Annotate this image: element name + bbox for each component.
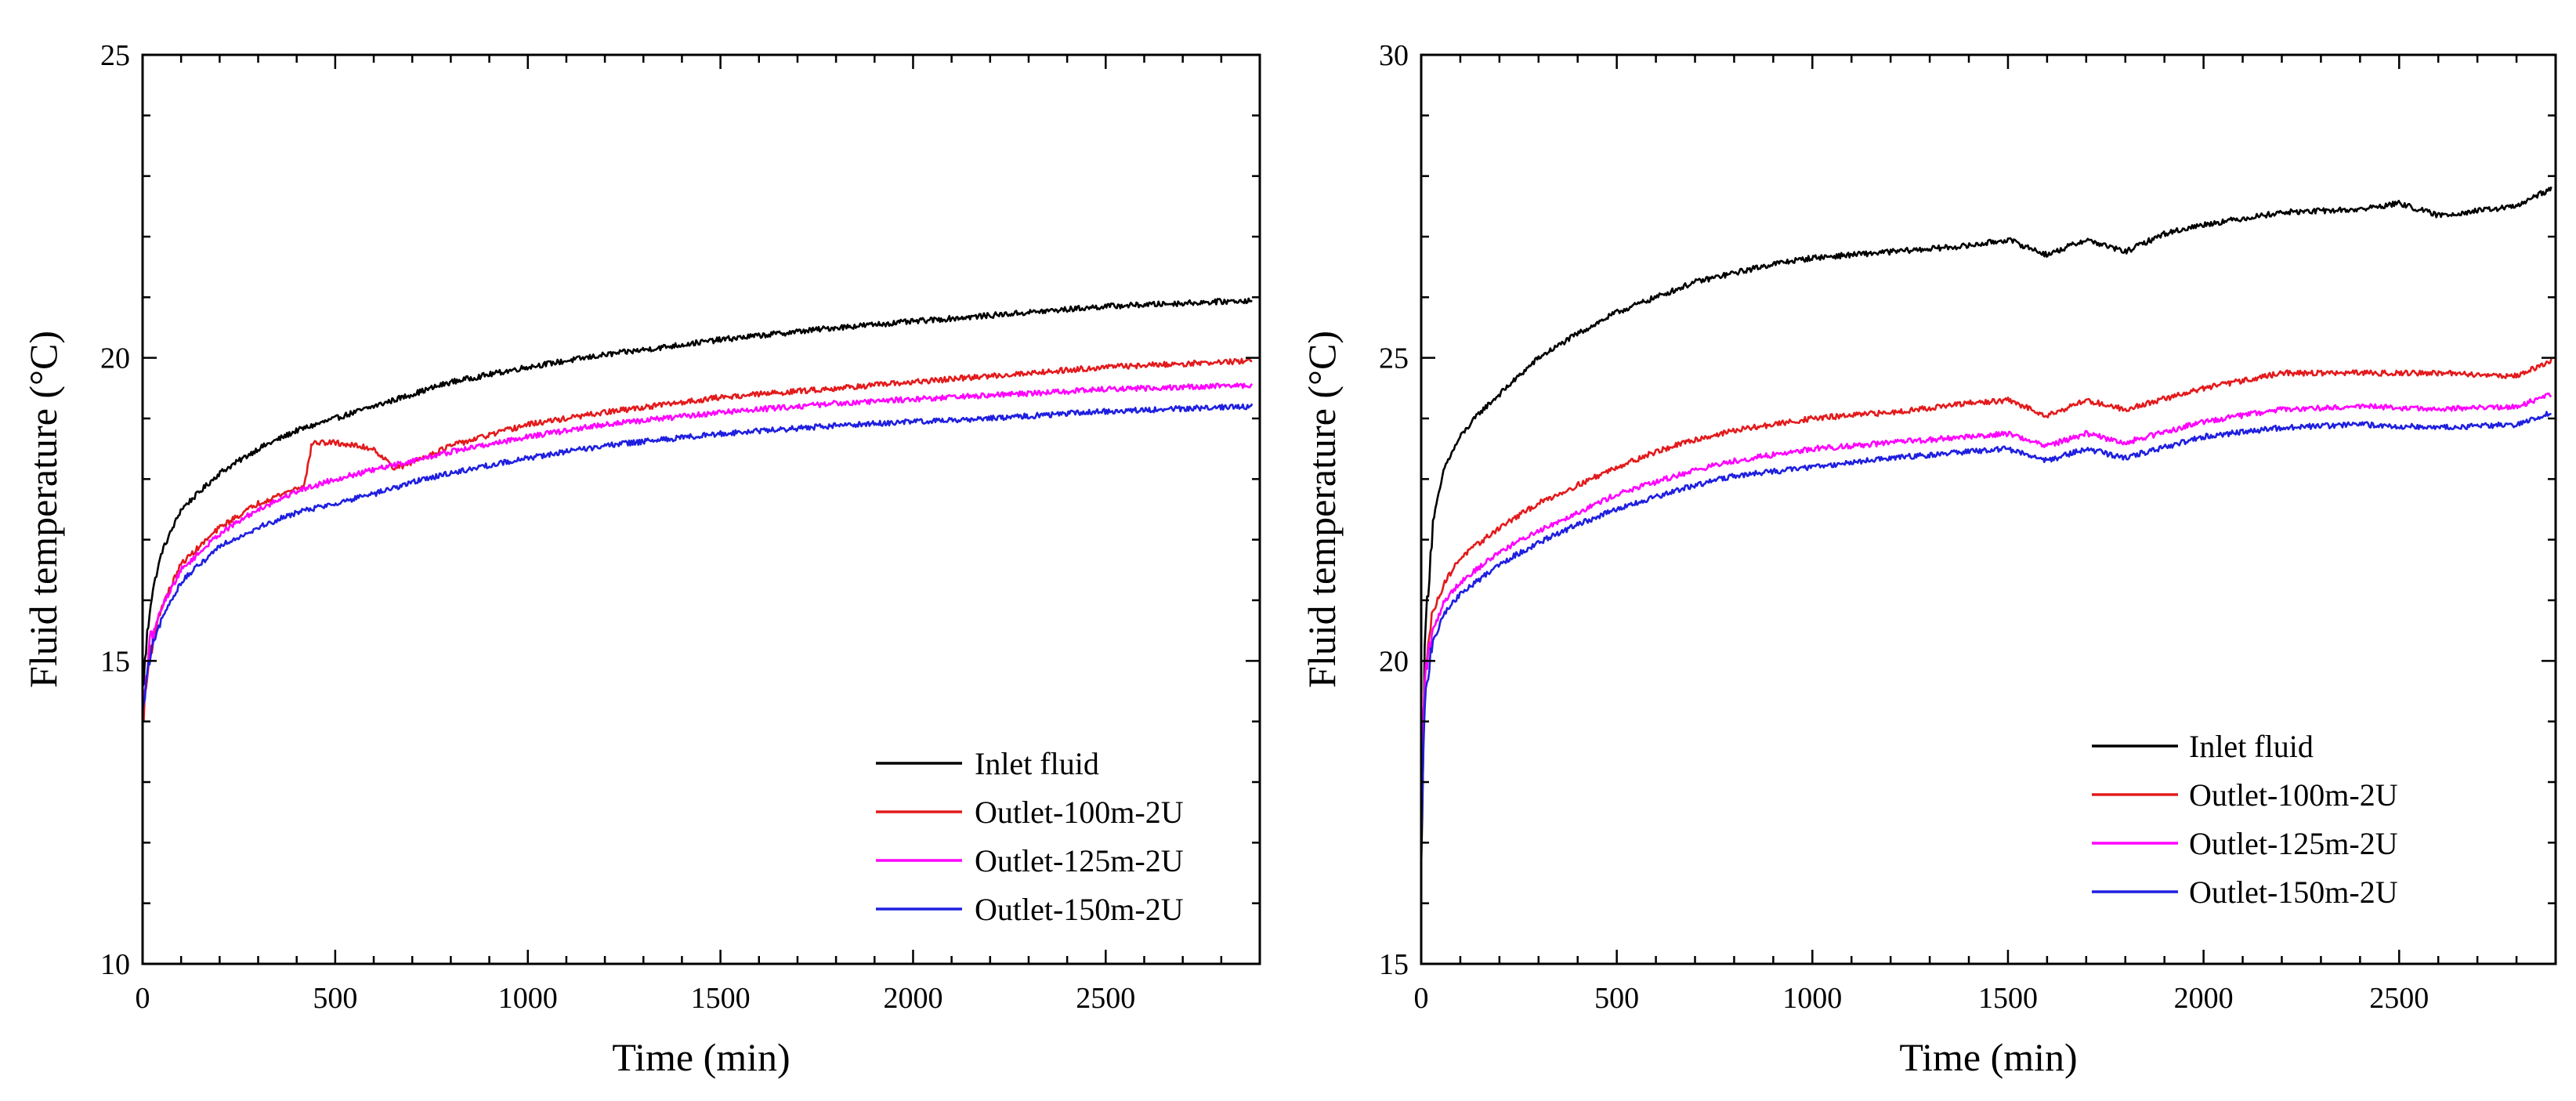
y-axis-title: Fluid temperature (°C) xyxy=(21,331,65,688)
y-tick-label: 15 xyxy=(1379,948,1409,981)
legend-label: Inlet fluid xyxy=(975,746,1099,781)
legend-label: Outlet-150m-2U xyxy=(975,892,1184,927)
legend: Inlet fluid Outlet-100m-2U Outlet-125m-2U O… xyxy=(876,746,1184,927)
x-tick-label: 1000 xyxy=(1782,982,1842,1015)
tick-labels: 0 500 1000 1500 2000 2500 10 15 20 25 xyxy=(100,39,1135,1015)
series-line-1 xyxy=(1420,358,2552,777)
x-tick-label: 500 xyxy=(1594,982,1639,1015)
y-tick-label: 10 xyxy=(100,948,130,981)
x-tick-label: 2500 xyxy=(1076,982,1135,1015)
y-tick-label: 20 xyxy=(100,342,130,375)
y-tick-label: 25 xyxy=(100,39,130,72)
legend-label: Outlet-150m-2U xyxy=(2189,875,2398,910)
x-tick-label: 2000 xyxy=(2174,982,2234,1015)
legend: Inlet fluid Outlet-100m-2U Outlet-125m-2U O… xyxy=(2092,729,2398,910)
series-line-1 xyxy=(141,357,1253,723)
x-tick-label: 1500 xyxy=(691,982,751,1015)
plot-frame xyxy=(141,53,1261,965)
legend-label: Outlet-100m-2U xyxy=(975,795,1184,830)
x-tick-label: 2500 xyxy=(2369,982,2429,1015)
x-axis-title: Time (min) xyxy=(1899,1035,2077,1079)
ticks xyxy=(1420,53,2557,965)
y-tick-label: 30 xyxy=(1379,39,1409,72)
plot-lines xyxy=(141,297,1254,723)
plot-frame xyxy=(1420,53,2557,965)
series-line-0 xyxy=(1420,186,2552,868)
x-tick-label: 0 xyxy=(136,982,150,1015)
series-line-3 xyxy=(141,403,1254,711)
series-line-3 xyxy=(1420,411,2552,837)
legend-label: Outlet-125m-2U xyxy=(2189,826,2398,861)
legend-label: Inlet fluid xyxy=(2189,729,2314,764)
x-tick-label: 2000 xyxy=(883,982,942,1015)
x-tick-label: 500 xyxy=(313,982,357,1015)
x-tick-label: 1000 xyxy=(498,982,558,1015)
series-line-2 xyxy=(141,382,1254,704)
x-axis-title: Time (min) xyxy=(612,1035,790,1079)
y-axis-title: Fluid temperature (°C) xyxy=(1300,331,1344,688)
tick-labels: 0 500 1000 1500 2000 2500 15 20 25 30 xyxy=(1379,39,2429,1015)
x-tick-label: 1500 xyxy=(1978,982,2038,1015)
y-tick-label: 15 xyxy=(100,645,130,678)
plot-lines xyxy=(1420,186,2552,868)
x-tick-label: 0 xyxy=(1414,982,1429,1015)
y-tick-label: 20 xyxy=(1379,645,1409,678)
y-tick-label: 25 xyxy=(1379,342,1409,375)
series-line-0 xyxy=(141,297,1253,687)
legend-label: Outlet-100m-2U xyxy=(2189,777,2398,813)
series-line-2 xyxy=(1420,392,2552,765)
legend-label: Outlet-125m-2U xyxy=(975,843,1184,878)
